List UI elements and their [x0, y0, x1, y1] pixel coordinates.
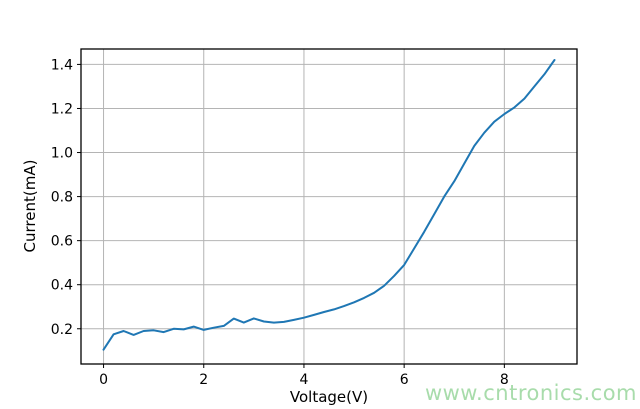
y-tick-label: 1.2 [51, 101, 73, 117]
x-axis-label: Voltage(V) [289, 388, 369, 406]
y-tick-label: 1.4 [51, 57, 73, 73]
plot-border [80, 48, 578, 365]
x-tick-label: 2 [199, 372, 208, 388]
gridlines [81, 49, 577, 364]
data-series-line [102, 59, 556, 351]
watermark: www.cntronics.com [424, 381, 637, 405]
x-tick-label: 0 [99, 372, 108, 388]
y-tick-label: 0.4 [51, 278, 73, 294]
y-tick-label: 0.2 [51, 322, 73, 338]
tick-labels: 0 2 4 6 8 0.2 0.4 0.6 0.8 1.0 1.2 1.4 [51, 57, 509, 388]
x-tick-label: 4 [299, 372, 308, 388]
iv-curve-line [102, 59, 556, 351]
y-tick-label: 1.0 [51, 146, 73, 162]
axis-ticks [77, 63, 505, 368]
y-axis-label: Current(mA) [21, 159, 39, 253]
x-tick-label: 8 [500, 372, 509, 388]
y-tick-label: 0.8 [51, 190, 73, 206]
x-tick-label: 6 [400, 372, 409, 388]
y-tick-label: 0.6 [51, 234, 73, 250]
